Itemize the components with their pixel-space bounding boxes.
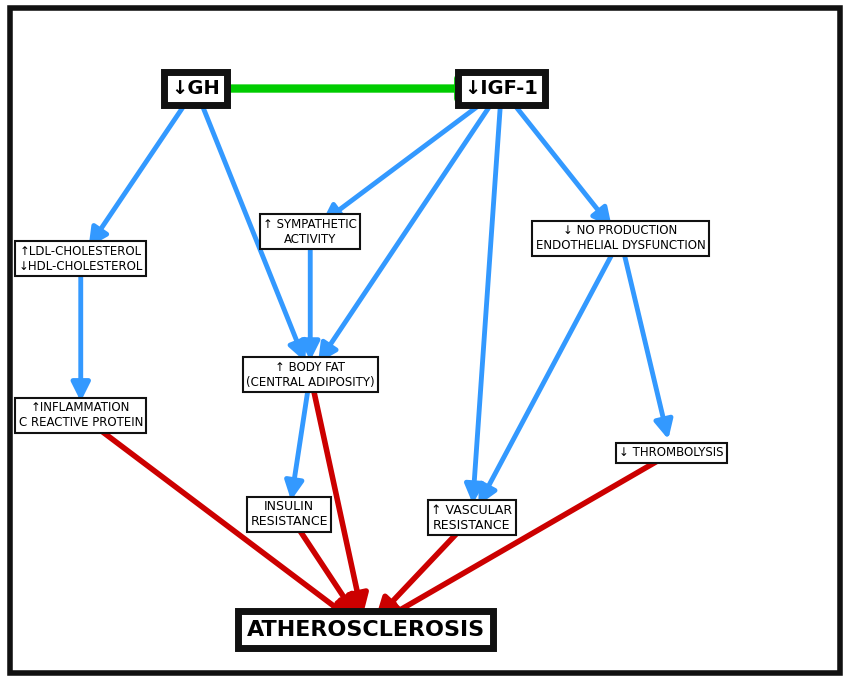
Text: ↓GH: ↓GH [171,79,220,98]
Text: INSULIN
RESISTANCE: INSULIN RESISTANCE [250,500,328,528]
Text: ↓IGF-1: ↓IGF-1 [465,79,538,98]
Text: ↑ SYMPATHETIC
ACTIVITY: ↑ SYMPATHETIC ACTIVITY [264,217,357,246]
Text: ↑ VASCULAR
RESISTANCE: ↑ VASCULAR RESISTANCE [431,503,513,532]
Text: ↓ THROMBOLYSIS: ↓ THROMBOLYSIS [620,446,723,460]
Text: ATHEROSCLEROSIS: ATHEROSCLEROSIS [246,620,484,640]
FancyBboxPatch shape [10,8,840,673]
Text: ↑ BODY FAT
(CENTRAL ADIPOSITY): ↑ BODY FAT (CENTRAL ADIPOSITY) [246,360,375,389]
Text: ↓ NO PRODUCTION
ENDOTHELIAL DYSFUNCTION: ↓ NO PRODUCTION ENDOTHELIAL DYSFUNCTION [536,224,706,253]
Text: ↑INFLAMMATION
C REACTIVE PROTEIN: ↑INFLAMMATION C REACTIVE PROTEIN [19,401,143,430]
Text: ↑LDL-CHOLESTEROL
↓HDL-CHOLESTEROL: ↑LDL-CHOLESTEROL ↓HDL-CHOLESTEROL [19,244,143,273]
